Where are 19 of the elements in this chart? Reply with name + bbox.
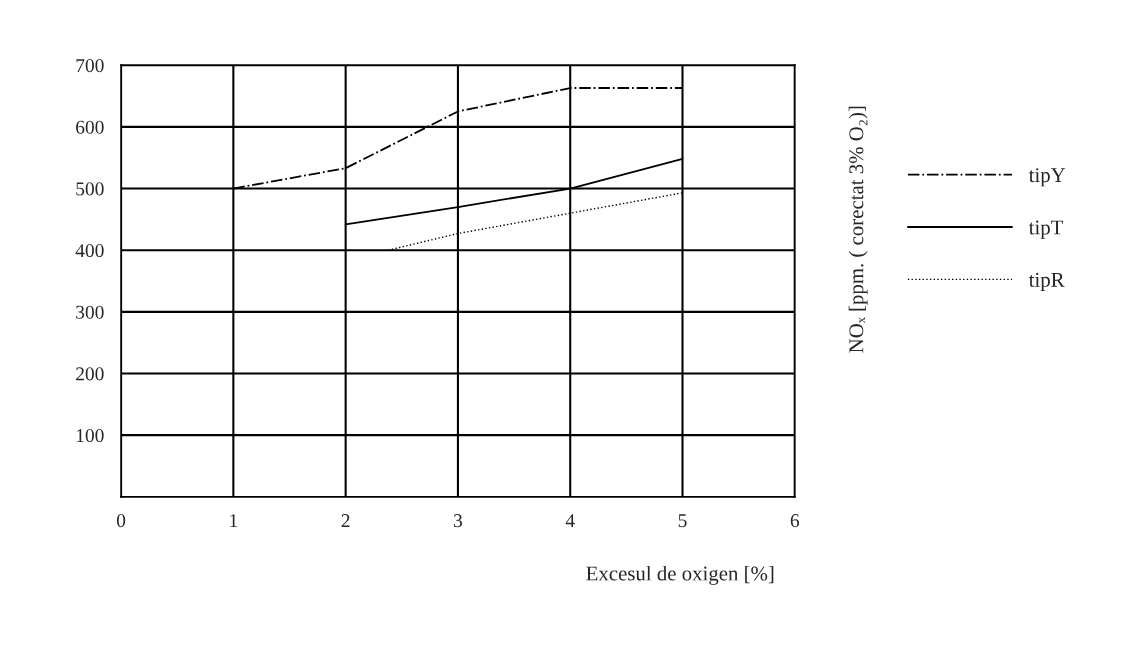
- y-tick-label: 100: [76, 428, 104, 443]
- text: tipY: [1028, 168, 1066, 187]
- y-tick-label: 500: [76, 182, 104, 196]
- text: tipR: [1028, 272, 1065, 292]
- y-tick-label: 300: [76, 305, 104, 319]
- x-tick-label: 5: [678, 514, 687, 528]
- x-tick-label: 2: [341, 514, 350, 527]
- y-tick-label: 700: [76, 59, 104, 73]
- x-tick-label: 3: [454, 514, 463, 528]
- x-tick-label: 1: [230, 514, 238, 527]
- y-tick-label: 600: [76, 120, 104, 134]
- x-tick-label: 4: [565, 514, 575, 527]
- x-axis-title: Excesul de oxigen [%]: [586, 565, 774, 585]
- x-tick-label: 0: [116, 514, 126, 528]
- x-tick-label: 6: [790, 514, 800, 528]
- y-axis-title: NOₓ [ppm. ( corectat 3% O₂)]: [848, 106, 868, 353]
- text: tipT: [1028, 220, 1064, 239]
- y-tick-label: 200: [76, 367, 104, 381]
- y-tick-label: 400: [75, 244, 104, 258]
